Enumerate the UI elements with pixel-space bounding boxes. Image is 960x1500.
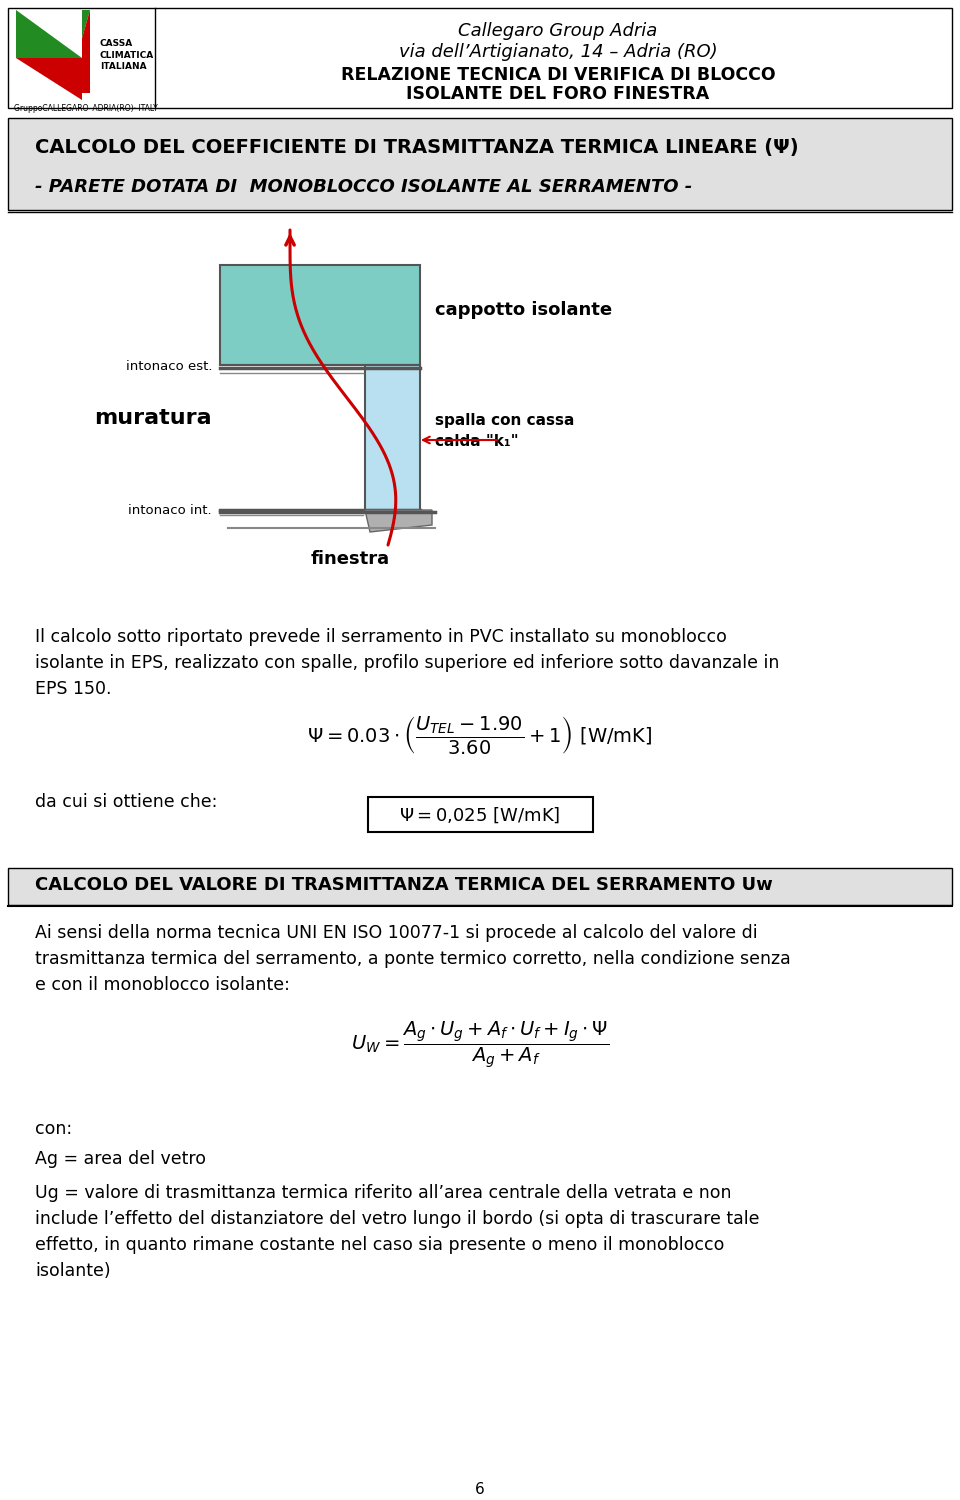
Text: via dell’Artigianato, 14 – Adria (RO): via dell’Artigianato, 14 – Adria (RO)	[398, 44, 717, 62]
Polygon shape	[75, 10, 90, 93]
Text: Callegaro Group Adria: Callegaro Group Adria	[458, 22, 658, 40]
Polygon shape	[17, 10, 90, 63]
Text: RELAZIONE TECNICA DI VERIFICA DI BLOCCO: RELAZIONE TECNICA DI VERIFICA DI BLOCCO	[341, 66, 776, 84]
Bar	[220, 266, 420, 364]
Text: intonaco int.: intonaco int.	[129, 504, 212, 518]
Text: spalla con cassa: spalla con cassa	[435, 413, 574, 428]
Text: include l’effetto del distanziatore del vetro lungo il bordo (si opta di trascur: include l’effetto del distanziatore del …	[35, 1210, 759, 1228]
Text: calda "k₁": calda "k₁"	[435, 435, 518, 450]
Text: da cui si ottiene che:: da cui si ottiene che:	[35, 794, 217, 812]
Text: muratura: muratura	[94, 408, 212, 428]
Text: cappotto isolante: cappotto isolante	[435, 302, 612, 320]
Polygon shape	[365, 510, 432, 532]
Text: Ag = area del vetro: Ag = area del vetro	[35, 1150, 206, 1168]
Text: Ai sensi della norma tecnica UNI EN ISO 10077-1 si procede al calcolo del valore: Ai sensi della norma tecnica UNI EN ISO …	[35, 924, 757, 942]
Text: - PARETE DOTATA DI  MONOBLOCCO ISOLANTE AL SERRAMENTO -: - PARETE DOTATA DI MONOBLOCCO ISOLANTE A…	[35, 178, 692, 196]
Text: isolante in EPS, realizzato con spalle, profilo superiore ed inferiore sotto dav: isolante in EPS, realizzato con spalle, …	[35, 654, 780, 672]
Polygon shape	[16, 10, 82, 58]
Text: CALCOLO DEL VALORE DI TRASMITTANZA TERMICA DEL SERRAMENTO Uw: CALCOLO DEL VALORE DI TRASMITTANZA TERMI…	[35, 876, 773, 894]
Text: CALCOLO DEL COEFFICIENTE DI TRASMITTANZA TERMICA LINEARE (Ψ): CALCOLO DEL COEFFICIENTE DI TRASMITTANZA…	[35, 138, 799, 158]
Bar	[368, 796, 593, 832]
Text: Ug = valore di trasmittanza termica riferito all’area centrale della vetrata e n: Ug = valore di trasmittanza termica rife…	[35, 1184, 732, 1202]
Bar	[8, 118, 952, 210]
Text: $\Psi = 0.03 \cdot \left(\dfrac{U_{TEL}-1.90}{3.60}+1\right)\ \mathrm{[W/mK]}$: $\Psi = 0.03 \cdot \left(\dfrac{U_{TEL}-…	[307, 714, 653, 756]
Text: e con il monoblocco isolante:: e con il monoblocco isolante:	[35, 976, 290, 994]
Text: EPS 150.: EPS 150.	[35, 680, 111, 698]
Polygon shape	[17, 63, 75, 93]
Text: trasmittanza termica del serramento, a ponte termico corretto, nella condizione : trasmittanza termica del serramento, a p…	[35, 950, 791, 968]
Text: 6: 6	[475, 1482, 485, 1497]
Polygon shape	[16, 58, 82, 100]
Text: effetto, in quanto rimane costante nel caso sia presente o meno il monoblocco: effetto, in quanto rimane costante nel c…	[35, 1236, 725, 1254]
Bar	[8, 868, 952, 904]
Text: GruppoCALLEGARO–ADRIA(RO)· ITALY: GruppoCALLEGARO–ADRIA(RO)· ITALY	[14, 104, 157, 112]
Text: Il calcolo sotto riportato prevede il serramento in PVC installato su monoblocco: Il calcolo sotto riportato prevede il se…	[35, 628, 727, 646]
Text: isolante): isolante)	[35, 1262, 110, 1280]
Text: ISOLANTE DEL FORO FINESTRA: ISOLANTE DEL FORO FINESTRA	[406, 86, 709, 104]
Text: CASSA
CLIMATICA
ITALIANA: CASSA CLIMATICA ITALIANA	[100, 39, 155, 72]
Text: $\Psi = 0{,}025\ \mathrm{[W/mK]}$: $\Psi = 0{,}025\ \mathrm{[W/mK]}$	[399, 806, 561, 825]
Bar	[365, 364, 420, 510]
Text: $U_W = \dfrac{A_g \cdot U_g + A_f \cdot U_f + I_g \cdot \Psi}{A_g + A_f}$: $U_W = \dfrac{A_g \cdot U_g + A_f \cdot …	[351, 1020, 609, 1071]
Polygon shape	[16, 58, 82, 100]
Polygon shape	[16, 10, 82, 58]
Bar	[8, 8, 952, 108]
Text: finestra: finestra	[310, 550, 390, 568]
Text: intonaco est.: intonaco est.	[126, 360, 212, 374]
Text: con:: con:	[35, 1120, 72, 1138]
